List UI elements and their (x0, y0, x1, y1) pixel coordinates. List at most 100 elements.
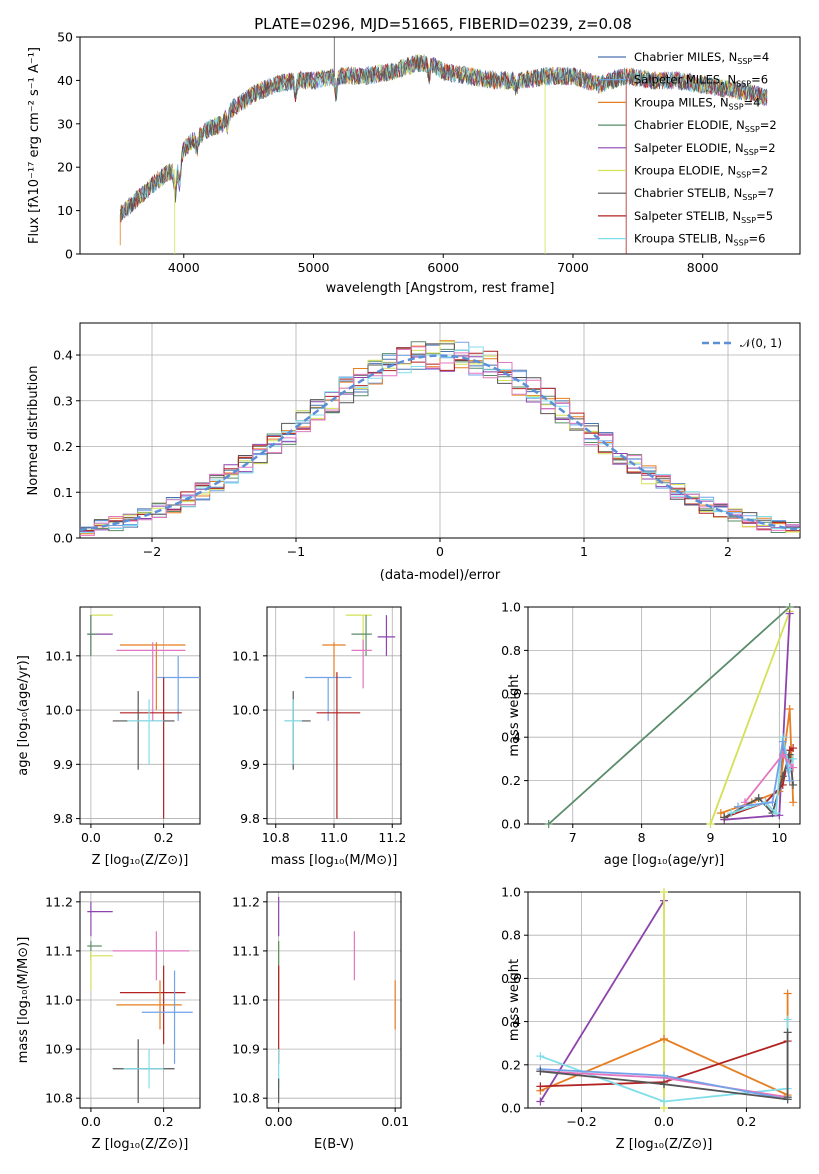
weight-marker (768, 798, 777, 807)
y-axis-label: mass [log₁₀(M/M⊙)] (16, 937, 31, 1064)
weight-marker (660, 1097, 668, 1106)
y-tick-label: 0.0 (501, 1101, 521, 1116)
axes-frame-0 (79, 36, 801, 255)
y-tick-label: 10.1 (232, 648, 260, 663)
y-tick-label: 0.4 (501, 730, 521, 745)
panel-1 (76, 322, 801, 542)
x-tick-label: 9 (707, 830, 715, 845)
chart-title: PLATE=0296, MJD=51665, FIBERID=0239, z=0… (254, 15, 632, 33)
y-tick-label: 11.1 (45, 943, 73, 958)
x-tick-label: 0.2 (154, 830, 174, 845)
weight-line-chabrier_elodie (548, 606, 791, 825)
x-tick-label: 0.00 (265, 1114, 293, 1129)
weight-marker (783, 989, 792, 998)
y-tick-label: 11.2 (232, 894, 260, 909)
x-axis-label: E(B-V) (314, 1137, 354, 1152)
y-tick-label: 0.4 (53, 348, 73, 363)
weight-marker (536, 1067, 545, 1076)
weight-marker (785, 609, 794, 618)
weight-marker (734, 802, 743, 811)
panel-7 (524, 891, 801, 1112)
y-tick-label: 10.9 (232, 1042, 260, 1057)
axes-frame-2 (79, 606, 201, 825)
x-tick-label: 0.2 (736, 1114, 756, 1129)
weight-marker (660, 1034, 668, 1043)
y-tick-label: 11.0 (45, 993, 73, 1008)
y-tick-label: 10.0 (45, 703, 73, 718)
weight-marker (720, 813, 729, 822)
legend-label: 𝒩(0, 1) (740, 336, 782, 350)
legend-label: Salpeter ELODIE, NSSP=2 (634, 141, 776, 157)
y-tick-label: 10 (57, 203, 73, 218)
y-tick-label: 0.0 (53, 531, 73, 546)
y-axis-label: Flux [fλ10⁻¹⁷ erg cm⁻² s⁻¹ A⁻¹] (27, 47, 42, 244)
panel-3 (263, 606, 402, 828)
weight-marker (783, 1015, 792, 1024)
y-tick-label: 1.0 (501, 885, 521, 900)
weight-marker (783, 1028, 792, 1037)
y-tick-label: 9.9 (240, 757, 260, 772)
legend-label: Chabrier ELODIE, NSSP=2 (634, 118, 777, 134)
weight-marker (706, 820, 715, 828)
x-axis-label: wavelength [Angstrom, rest frame] (326, 281, 555, 296)
legend-label: Kroupa ELODIE, NSSP=2 (634, 164, 768, 180)
y-tick-label: 0.6 (501, 971, 521, 986)
panel-0 (76, 36, 801, 258)
weight-line-salpeter_miles (737, 741, 791, 808)
x-axis-label: Z [log₁₀(Z/Z⊙)] (616, 1137, 713, 1152)
weight-marker (727, 809, 736, 818)
y-tick-label: 10.8 (232, 1091, 260, 1106)
x-tick-label: 0.0 (81, 1114, 101, 1129)
weight-marker (660, 888, 668, 896)
y-tick-label: 20 (57, 160, 73, 175)
x-tick-label: −2 (143, 544, 161, 559)
x-tick-label: 7 (569, 830, 577, 845)
weight-marker (536, 1052, 545, 1061)
y-axis-label: mass weight (507, 959, 522, 1041)
y-tick-label: 9.8 (53, 811, 73, 826)
y-tick-label: 11.2 (45, 894, 73, 909)
legend-label: Chabrier MILES, NSSP=4 (634, 50, 769, 66)
x-axis-label: Z [log₁₀(Z/Z⊙)] (92, 1137, 189, 1152)
y-tick-label: 0.1 (53, 485, 73, 500)
legend-label: Chabrier STELIB, NSSP=7 (634, 186, 774, 202)
legend-label: Kroupa STELIB, NSSP=6 (634, 232, 765, 248)
spectrum-series-chabrier_stelib (119, 55, 768, 222)
weight-marker (783, 1093, 792, 1102)
y-tick-label: 11.0 (232, 993, 260, 1008)
x-tick-label: 1 (580, 544, 588, 559)
weight-marker (536, 1097, 545, 1106)
weight-marker (771, 809, 780, 818)
weight-marker (660, 1071, 668, 1080)
x-tick-label: 7000 (557, 260, 589, 275)
weight-line-salpeter_elodie (539, 900, 665, 1102)
histogram-kroupa_stelib (80, 346, 800, 533)
histogram-kroupa_elodie (80, 341, 800, 533)
y-tick-label: 0.4 (501, 1014, 521, 1029)
x-tick-label: 11.2 (378, 830, 406, 845)
y-tick-label: 10.1 (45, 648, 73, 663)
x-tick-label: 0.2 (154, 1114, 174, 1129)
legend-label: Salpeter STELIB, NSSP=5 (634, 209, 773, 225)
weight-marker (785, 704, 794, 713)
weight-marker (789, 798, 798, 807)
y-axis-label: Normed distribution (26, 366, 41, 496)
panel-4 (524, 606, 801, 828)
histogram-pink (80, 346, 800, 536)
y-tick-label: 0 (65, 247, 73, 262)
weight-marker (785, 776, 794, 785)
panel-6 (263, 891, 402, 1112)
x-axis-label: (data-model)/error (380, 568, 501, 583)
weight-marker (789, 763, 798, 772)
weight-marker (789, 780, 798, 789)
x-tick-label: 4000 (168, 260, 200, 275)
histogram-chabrier_stelib (80, 343, 800, 529)
y-tick-label: 11.1 (232, 943, 260, 958)
weight-marker (536, 1082, 545, 1091)
weight-line-kroupa_elodie (709, 610, 791, 825)
x-tick-label: 8000 (687, 260, 719, 275)
x-tick-label: 6000 (427, 260, 459, 275)
x-tick-label: −0.2 (566, 1114, 596, 1129)
axes-frame-4 (527, 606, 801, 825)
